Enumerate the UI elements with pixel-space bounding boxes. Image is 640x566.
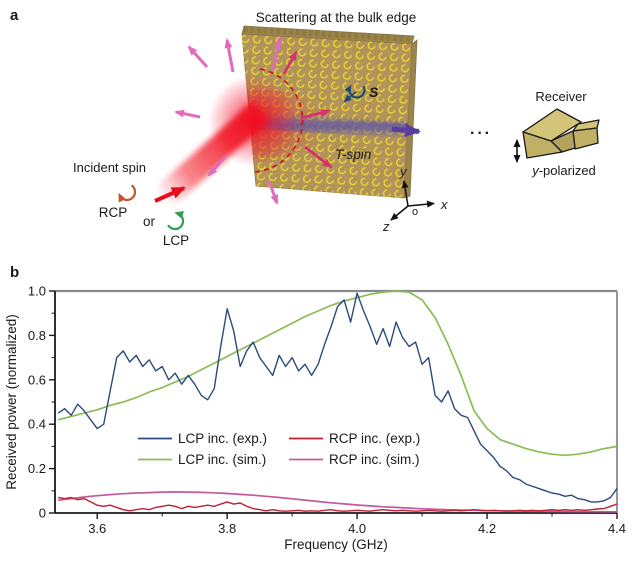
axis-y-label: y xyxy=(399,164,408,179)
scatter-arrow-inner-down-icon xyxy=(304,145,333,169)
t-spin-label: T-spin xyxy=(335,147,371,162)
lcp-spin-icon xyxy=(167,210,185,231)
axis-x-label: x xyxy=(440,197,448,212)
y-tick-label: 0 xyxy=(39,506,46,521)
scatter-arrow-inner-right-icon xyxy=(300,109,331,120)
horn-box-front xyxy=(572,127,599,150)
panel-b-label: b xyxy=(10,264,19,281)
receiver-group: Receiver y-polarized xyxy=(513,89,600,178)
z-axis-arrow-icon xyxy=(390,205,409,221)
slab-top-serration xyxy=(243,26,414,42)
legend-label: LCP inc. (sim.) xyxy=(178,452,266,467)
legend-label: RCP inc. (exp.) xyxy=(329,431,420,446)
s-spin-axis-icon xyxy=(343,91,357,103)
y-tick-label: 0.4 xyxy=(28,417,46,432)
ellipsis-dots: ··· xyxy=(470,125,492,142)
scattering-arc-dashed xyxy=(253,68,304,173)
legend-label: LCP inc. (exp.) xyxy=(178,431,267,446)
x-tick-label: 4.0 xyxy=(348,521,366,536)
coordinate-axes xyxy=(390,180,435,221)
scatter-arrow-down-icon xyxy=(267,180,279,205)
y-axis-arrow-icon xyxy=(401,180,409,207)
series-line-lcp-inc---exp-- xyxy=(57,292,618,503)
incident-arrow-icon xyxy=(154,186,186,203)
axis-z-label: z xyxy=(382,219,390,234)
series-line-rcp-inc---exp-- xyxy=(58,496,618,512)
spin-s-symbol: S xyxy=(343,84,379,103)
x-tick-label: 4.4 xyxy=(608,521,626,536)
horn-aperture-face xyxy=(522,131,563,159)
scatter-arrow-downleft-icon xyxy=(207,154,228,177)
chart-canvas: 3.6 3.8 4.0 4.2 4.4 0 0.2 0.4 0.6 0.8 1.0 Frequency… xyxy=(4,284,626,553)
y-tick-label: 0.8 xyxy=(28,328,46,343)
rcp-spin-icon xyxy=(118,184,137,203)
y-polarized-prefix: y xyxy=(531,163,540,178)
panel-a-title: Scattering at the bulk edge xyxy=(256,10,417,25)
scatter-arrow-up-icon xyxy=(224,38,235,73)
s-spin-circle-icon xyxy=(344,84,366,99)
scatter-arrow-inner-up-icon xyxy=(282,50,298,75)
x-tick-label: 4.2 xyxy=(478,521,496,536)
y-axis-title: Received power (normalized) xyxy=(4,314,19,490)
s-label: S xyxy=(369,84,379,100)
scattered-arrows xyxy=(174,36,283,205)
impact-glow xyxy=(208,75,300,167)
x-axis-title: Frequency (GHz) xyxy=(284,537,388,552)
y-polarized-label: y-polarized xyxy=(531,163,596,178)
series-line-lcp-inc---sim-- xyxy=(57,290,618,457)
rcp-label: RCP xyxy=(99,205,128,220)
panel-b-chart: b 3.6 3.8 4.0 4.2 4.4 0 0.2 0.4 0.6 0.8 1.0 Frequen… xyxy=(4,264,626,553)
receiver-label: Receiver xyxy=(535,89,587,104)
y-tick-label: 0.6 xyxy=(28,372,46,387)
incident-spin-label: Incident spin xyxy=(73,160,146,175)
scatter-arrow-upleft-icon xyxy=(187,45,209,69)
y-tick-label: 0.2 xyxy=(28,461,46,476)
x-axis-arrow-icon xyxy=(407,200,435,208)
lcp-label: LCP xyxy=(163,233,189,248)
horn-antenna-icon xyxy=(522,108,600,159)
metasurface-slab xyxy=(241,25,418,199)
panel-a-schematic: a Scattering at the bulk edge Incident xyxy=(10,7,600,248)
y-tick-label: 1.0 xyxy=(28,284,46,299)
panel-a-label: a xyxy=(10,7,19,24)
scatter-arrow-top-icon xyxy=(271,36,283,71)
or-label: or xyxy=(143,214,156,229)
axis-origin-label: o xyxy=(412,206,418,218)
x-tick-label: 3.6 xyxy=(88,521,106,536)
x-tick-label: 3.8 xyxy=(218,521,236,536)
scatter-arrow-left-icon xyxy=(174,109,201,119)
t-spin-arrow-icon xyxy=(391,123,421,138)
incident-beam xyxy=(154,75,300,208)
legend-label: RCP inc. (sim.) xyxy=(329,452,420,467)
y-polarized-rest: -polarized xyxy=(539,163,596,178)
